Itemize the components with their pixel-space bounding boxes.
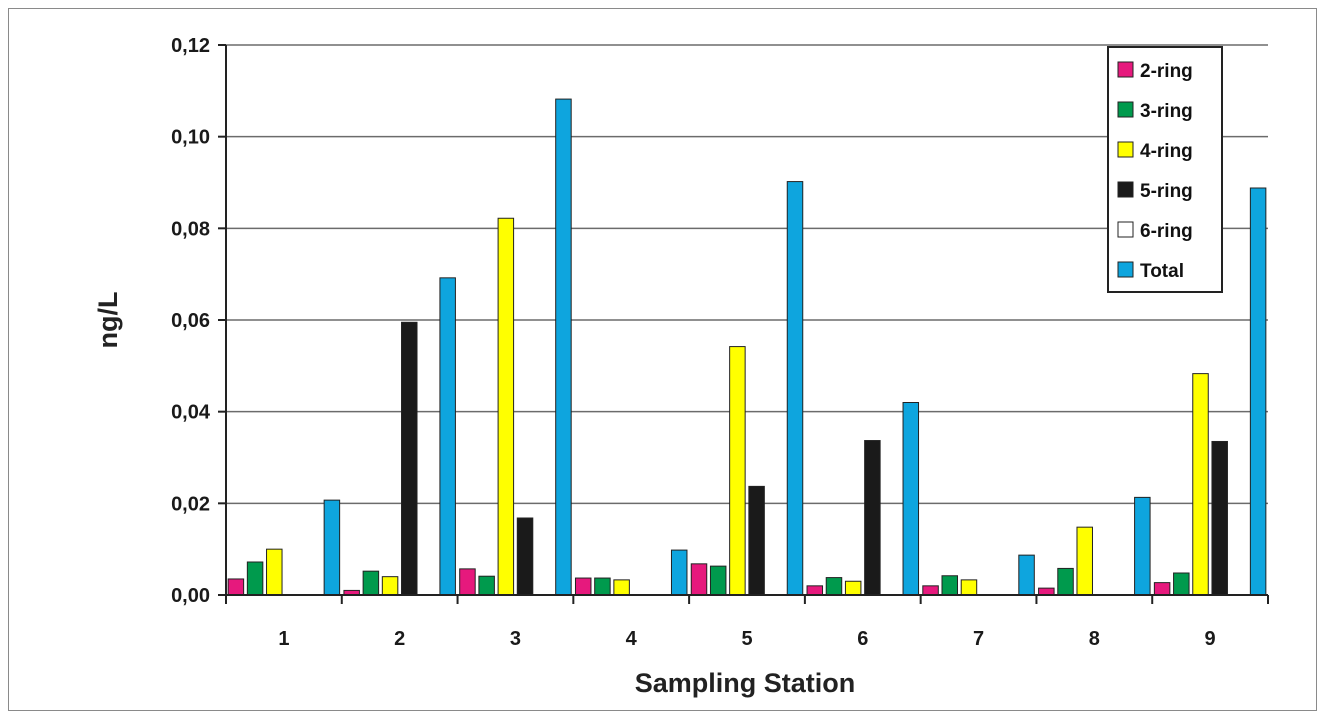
bar-4-ring [729,346,746,596]
y-tick-label: 0,02 [171,493,210,515]
x-tick-labels: 1 2 3 4 5 6 7 8 9 [278,628,1215,650]
y-tick-label: 0,10 [171,127,210,149]
gridlines [226,44,1268,505]
bar-4-ring [266,548,283,596]
bar-3-ring [246,561,264,596]
x-axis-title: Sampling Station [635,668,856,698]
bar-total [1249,187,1267,596]
bar-4-ring [844,580,862,596]
bar-total [786,181,804,596]
legend-label: 3-ring [1140,101,1193,122]
bar-3-ring [709,565,727,596]
legend: 2-ring 3-ring 4-ring 5-ring 6-ring Total [1107,46,1223,293]
bar-total [555,98,572,596]
bar-total [1018,554,1035,596]
x-tick-label: 4 [626,628,638,650]
bars [227,98,1267,596]
legend-swatch [1117,141,1134,158]
legend-swatch [1117,181,1134,198]
legend-label: 5-ring [1140,181,1193,202]
bar-total [902,402,920,596]
bar-2-ring [227,578,245,596]
bar-3-ring [1057,567,1074,596]
legend-swatch [1117,101,1134,118]
bar-total [1134,496,1151,596]
bar-5-ring [516,517,534,596]
bar-2-ring [459,568,476,596]
bar-4-ring [960,579,978,596]
x-tick-label: 1 [278,628,289,650]
legend-swatch [1117,221,1134,238]
bar-2-ring [690,563,708,596]
bar-4-ring [381,576,399,596]
bar-4-ring [497,217,515,596]
y-tick-label: 0,04 [171,402,211,424]
bar-4-ring [1076,526,1093,596]
x-tick-label: 8 [1089,628,1100,650]
bar-2-ring [1038,587,1055,596]
legend-swatch [1117,61,1134,78]
bar-3-ring [941,575,959,596]
bar-3-ring [825,577,843,596]
y-tick-labels: 0,00 0,02 0,04 0,06 0,08 0,10 0,12 [171,35,211,607]
y-tick-label: 0,12 [171,35,210,57]
bar-total [439,277,456,596]
bar-5-ring [864,440,881,596]
legend-label: Total [1140,261,1184,282]
x-tick-label: 2 [394,628,405,650]
bar-total [670,549,688,596]
bar-5-ring [401,321,418,596]
legend-label: 4-ring [1140,141,1193,162]
bar-2-ring [574,577,592,596]
y-tick-label: 0,08 [171,218,210,240]
bar-3-ring [478,575,495,596]
y-tick-label: 0,00 [171,585,210,607]
axes [218,44,1269,604]
bar-2-ring [922,585,939,596]
bar-3-ring [1173,572,1190,596]
legend-swatch [1117,261,1134,278]
bar-4-ring [1192,373,1209,596]
legend-box [1107,46,1223,293]
bar-3-ring [594,577,611,596]
y-tick-label: 0,06 [171,310,210,332]
x-tick-label: 3 [510,628,521,650]
x-tick-label: 7 [973,628,984,650]
x-tick-label: 5 [741,628,752,650]
bar-5-ring [748,485,765,596]
bar-4-ring [613,579,630,596]
x-tick-label: 6 [857,628,868,650]
bar-2-ring [806,585,824,596]
legend-label: 2-ring [1140,61,1193,82]
bar-total [323,499,341,596]
bar-3-ring [362,570,380,596]
bar-5-ring [1211,440,1228,596]
x-tick-label: 9 [1205,628,1216,650]
y-axis-title: ng/L [93,292,123,349]
legend-label: 6-ring [1140,221,1193,242]
bar-2-ring [1153,582,1171,596]
